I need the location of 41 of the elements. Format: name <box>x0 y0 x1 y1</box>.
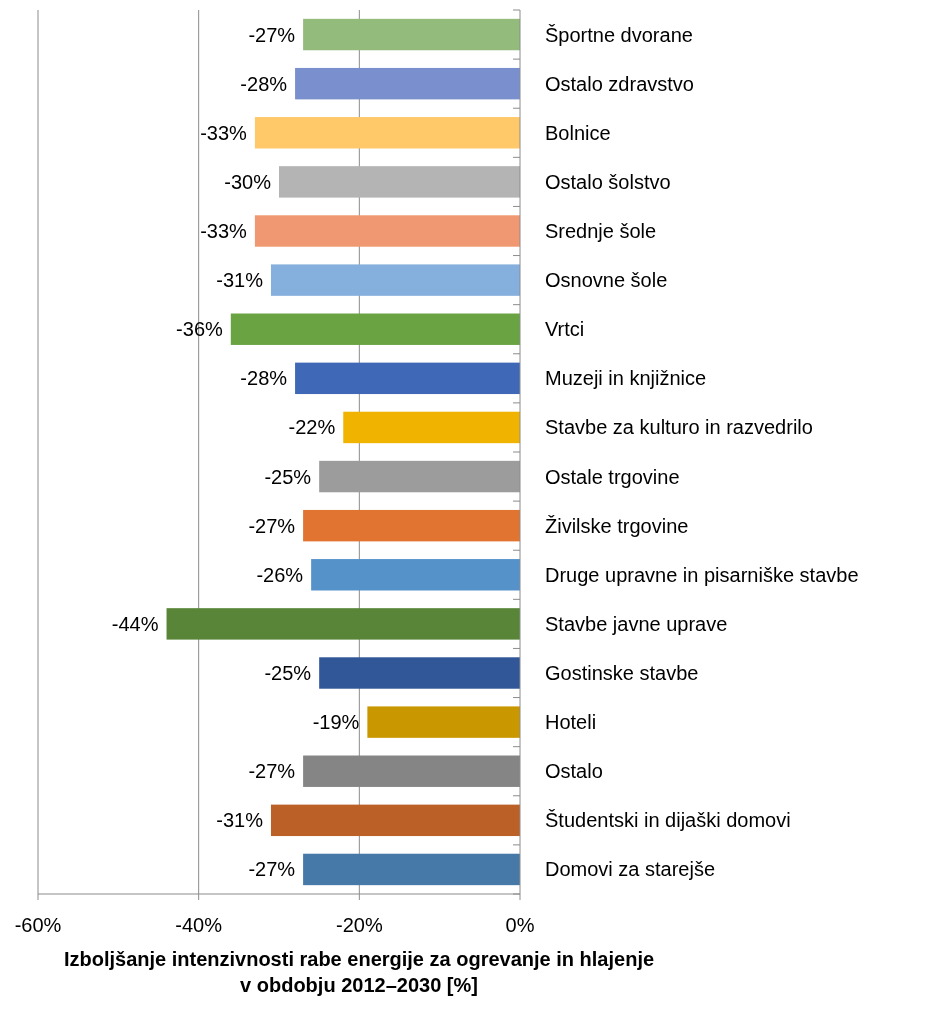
y-tick-label: Gostinske stavbe <box>545 662 699 684</box>
data-label: -28% <box>240 367 288 390</box>
data-label: -28% <box>240 72 288 95</box>
x-tick-label: -40% <box>175 914 223 936</box>
data-label: -25% <box>264 465 312 488</box>
data-label: -31% <box>216 269 264 292</box>
x-axis-title: Izboljšanje intenzivnosti rabe energije za ogrevanje in hlajenje v obdobju 2012–2030 [%] <box>63 948 655 996</box>
y-tick-label: Živilske trgovine <box>545 514 689 537</box>
data-label: -33% <box>200 121 248 144</box>
x-tick-label: -60% <box>14 914 62 936</box>
data-label: -27% <box>248 858 296 881</box>
y-tick-label: Ostalo šolstvo <box>545 170 671 193</box>
data-label: -31% <box>216 809 264 832</box>
data-label: -27% <box>248 23 296 46</box>
y-tick-label: Ostalo <box>545 760 603 783</box>
data-label: -25% <box>264 662 312 684</box>
y-tick-label: Hoteli <box>545 711 597 734</box>
y-tick-label: Vrtci <box>545 318 585 341</box>
x-tick-label: 0% <box>505 914 535 936</box>
data-label: -26% <box>256 563 304 586</box>
data-label: -36% <box>176 318 223 341</box>
data-label: -33% <box>200 220 248 242</box>
y-tick-label: Srednje šole <box>545 220 657 242</box>
x-tick-label: -20% <box>335 914 383 936</box>
data-label: -27% <box>248 514 296 537</box>
y-tick-label: Stavbe javne uprave <box>545 612 728 635</box>
y-tick-label: Muzeji in knjižnice <box>545 367 707 390</box>
y-tick-label: Druge upravne in pisarniške stavbe <box>545 563 859 586</box>
data-label: -19% <box>312 711 360 734</box>
y-tick-label: Športne dvorane <box>545 23 693 46</box>
y-tick-label: Bolnice <box>545 121 611 144</box>
y-tick-label: Ostale trgovine <box>545 465 680 488</box>
y-tick-label: Študentski in dijaški domovi <box>545 809 791 832</box>
data-label: -44% <box>111 612 159 635</box>
data-label: -22% <box>288 416 336 439</box>
data-label: -30% <box>224 170 272 193</box>
y-tick-label: Stavbe za kulturo in razvedrilo <box>545 416 813 439</box>
y-tick-label: Osnovne šole <box>545 269 668 292</box>
y-tick-label: Domovi za starejše <box>545 858 716 881</box>
y-tick-label: Ostalo zdravstvo <box>545 72 694 95</box>
data-label: -27% <box>248 760 296 783</box>
